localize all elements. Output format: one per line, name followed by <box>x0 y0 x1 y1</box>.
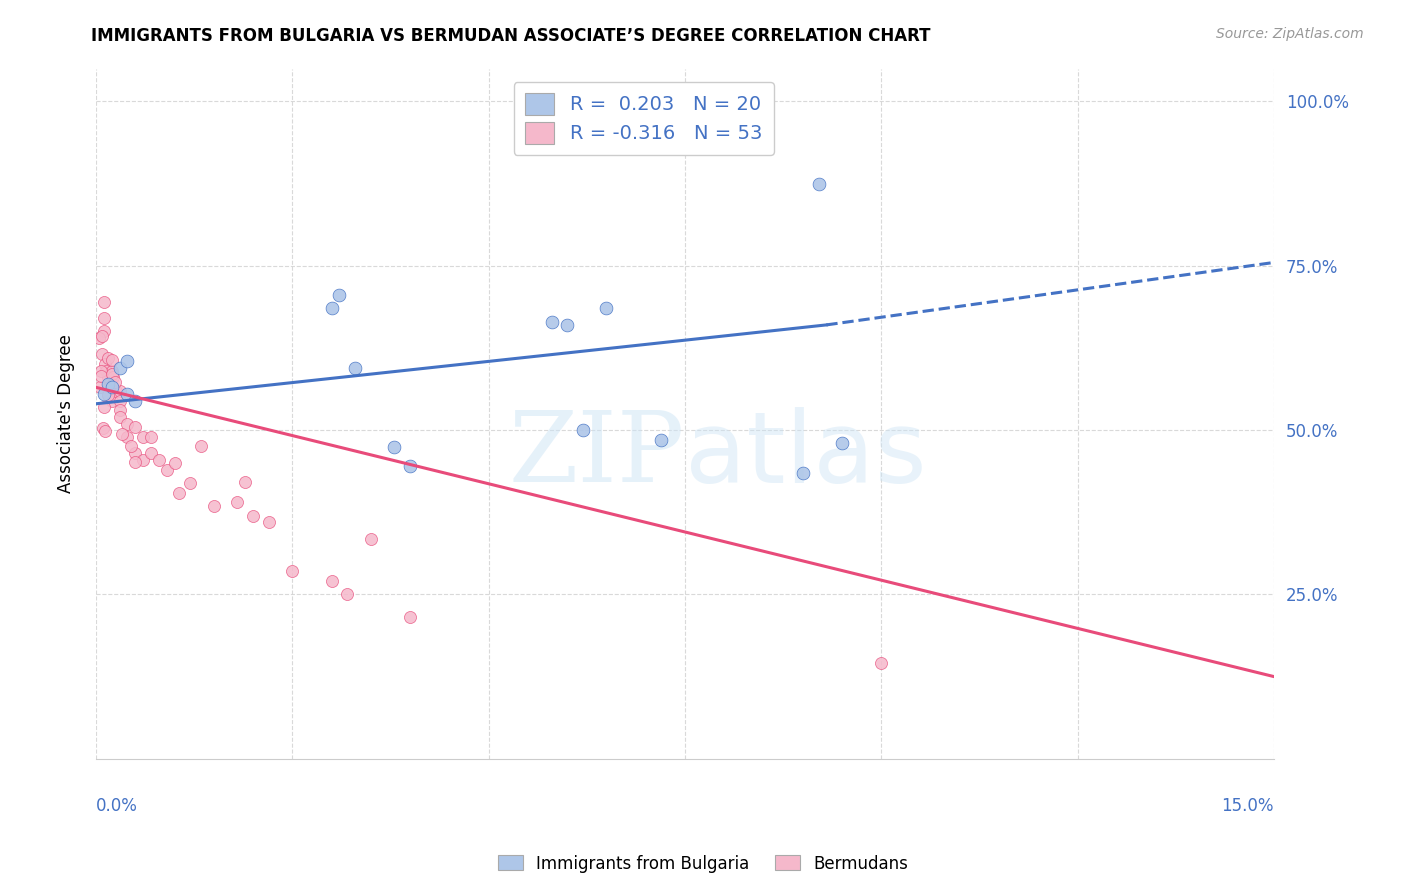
Point <box>100 380 122 394</box>
Y-axis label: Associate's Degree: Associate's Degree <box>58 334 75 493</box>
Legend: R =  0.203   N = 20, R = -0.316   N = 53: R = 0.203 N = 20, R = -0.316 N = 53 <box>513 82 773 155</box>
Point <box>807 177 830 191</box>
Point <box>650 433 672 447</box>
Point <box>572 423 595 437</box>
Point <box>93 294 115 309</box>
Point <box>93 325 115 339</box>
Point <box>103 375 125 389</box>
Point <box>97 351 120 365</box>
Point <box>132 430 155 444</box>
Point <box>90 347 112 361</box>
Point <box>97 370 120 384</box>
Point <box>148 452 170 467</box>
Point <box>100 393 122 408</box>
Point <box>156 462 179 476</box>
Point <box>540 315 562 329</box>
Point <box>91 329 114 343</box>
Point <box>108 384 131 398</box>
Point <box>94 424 117 438</box>
Text: ZIP: ZIP <box>509 407 685 503</box>
Text: 15.0%: 15.0% <box>1222 797 1274 814</box>
Point <box>94 357 117 371</box>
Point <box>336 587 359 601</box>
Point <box>595 301 617 316</box>
Text: IMMIGRANTS FROM BULGARIA VS BERMUDAN ASSOCIATE’S DEGREE CORRELATION CHART: IMMIGRANTS FROM BULGARIA VS BERMUDAN ASS… <box>91 27 931 45</box>
Point <box>108 393 131 408</box>
Point <box>870 657 893 671</box>
Point <box>117 354 139 368</box>
Point <box>100 364 122 378</box>
Point <box>831 436 853 450</box>
Point <box>163 456 186 470</box>
Point <box>321 301 343 316</box>
Point <box>100 367 122 381</box>
Point <box>399 459 422 474</box>
Point <box>344 360 367 375</box>
Point <box>384 440 406 454</box>
Point <box>93 401 115 415</box>
Text: 0.0%: 0.0% <box>96 797 138 814</box>
Point <box>124 446 146 460</box>
Point <box>100 380 122 394</box>
Text: atlas: atlas <box>685 407 927 504</box>
Point <box>233 475 256 489</box>
Point <box>139 446 162 460</box>
Point <box>111 427 134 442</box>
Point <box>90 364 112 378</box>
Point <box>87 331 110 345</box>
Point <box>96 364 118 378</box>
Point <box>108 360 131 375</box>
Point <box>202 499 225 513</box>
Legend: Immigrants from Bulgaria, Bermudans: Immigrants from Bulgaria, Bermudans <box>492 848 914 880</box>
Point <box>328 288 350 302</box>
Point <box>117 387 139 401</box>
Point <box>108 409 131 424</box>
Point <box>90 369 112 384</box>
Point <box>555 318 578 332</box>
Point <box>108 403 131 417</box>
Point <box>120 439 142 453</box>
Point <box>132 452 155 467</box>
Point <box>792 466 814 480</box>
Point <box>321 574 343 589</box>
Point <box>242 508 264 523</box>
Point <box>399 610 422 624</box>
Point <box>190 439 212 453</box>
Point <box>124 455 146 469</box>
Point <box>91 420 114 434</box>
Point <box>117 430 139 444</box>
Point <box>104 384 127 398</box>
Point <box>103 370 125 384</box>
Point <box>257 515 280 529</box>
Point <box>226 495 249 509</box>
Point <box>93 387 115 401</box>
Point <box>93 311 115 326</box>
Point <box>167 485 190 500</box>
Point <box>89 380 111 394</box>
Point <box>97 380 120 394</box>
Point <box>124 393 146 408</box>
Point <box>139 429 162 443</box>
Point <box>97 388 120 402</box>
Point <box>281 565 304 579</box>
Point <box>124 419 146 434</box>
Point <box>117 417 139 431</box>
Point <box>97 377 120 392</box>
Point <box>360 532 382 546</box>
Point <box>179 475 201 490</box>
Text: Source: ZipAtlas.com: Source: ZipAtlas.com <box>1216 27 1364 41</box>
Point <box>100 352 122 367</box>
